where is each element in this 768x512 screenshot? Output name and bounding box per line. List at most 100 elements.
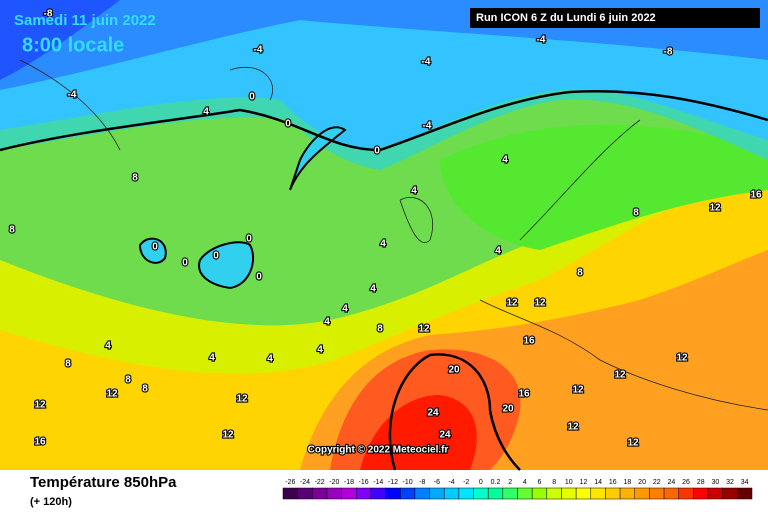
contour-label: 8 — [377, 324, 383, 335]
scale-swatch — [443, 487, 460, 500]
contour-label: 16 — [750, 190, 762, 201]
scale-swatch — [663, 487, 679, 500]
twenty-contour — [388, 353, 521, 471]
contour-label: 24 — [439, 430, 451, 441]
contour-label: 4 — [317, 345, 323, 356]
map: -8 -4 -4 -4 -8 -4 0 4 0 -4 0 8 4 4 8 0 0 0 0 0 4 4 8 4 4 4 8 12 12 12… — [0, 0, 768, 471]
footer-title: Température 850hPa — [30, 474, 177, 491]
contour-label: 12 — [567, 422, 579, 433]
hot-field — [360, 395, 477, 470]
contour-label: 8 — [9, 225, 15, 236]
contour-label: 0 — [182, 258, 188, 269]
contour-label: 20 — [448, 365, 460, 376]
coastline — [19, 59, 768, 411]
contour-label: 4 — [267, 354, 273, 365]
contour-label: 16 — [34, 437, 46, 448]
contour-label: -4 — [537, 35, 546, 46]
scale-swatch — [502, 487, 518, 500]
scale-swatch — [546, 487, 562, 500]
scale-swatch — [341, 487, 357, 500]
scale-label: -16 — [359, 479, 369, 486]
scale-label: -20 — [329, 479, 339, 486]
scale-label: 8 — [552, 479, 556, 486]
contour-label: 12 — [709, 203, 721, 214]
scale-label: -8 — [419, 479, 425, 486]
contour-label: 0 — [213, 251, 219, 262]
color-scale: -26 -24 -22 -20 -18 -16 -14 -12 -10 -8 -6 -4 -2 0 0.2 2… — [282, 479, 753, 500]
scale-swatch — [722, 487, 738, 500]
contour-label: 12 — [534, 298, 546, 309]
scale-swatch — [575, 487, 592, 500]
scale-label: 6 — [538, 479, 542, 486]
scale-swatch — [678, 487, 694, 500]
cold-pool — [138, 237, 255, 290]
scale-label: 28 — [697, 479, 705, 486]
scale-label: 0.2 — [491, 479, 501, 486]
scale-label: 2 — [508, 479, 512, 486]
scale-label: 18 — [624, 479, 632, 486]
scale-swatch — [487, 487, 504, 500]
contour-label: -8 — [44, 9, 53, 20]
contour-label: 0 — [249, 92, 255, 103]
contour-label: 4 — [105, 341, 111, 352]
copyright: Copyright © 2022 Meteociel.fr — [308, 445, 449, 456]
contour-label: 16 — [523, 336, 535, 347]
contour-label: 8 — [65, 359, 71, 370]
scale-label: 0 — [479, 479, 483, 486]
contour-label: -4 — [423, 121, 432, 132]
scale-swatch — [458, 487, 474, 500]
contour-label: 0 — [152, 242, 158, 253]
zero-contour — [0, 89, 768, 152]
contour-label: 8 — [132, 173, 138, 184]
contour-label: 8 — [577, 268, 583, 279]
contour-label: 0 — [285, 119, 291, 130]
scale-swatch — [693, 487, 709, 500]
time: 8:00 locale — [22, 34, 124, 56]
scale-swatch — [312, 487, 328, 500]
contour-label: 24 — [427, 408, 439, 419]
scale-label: 20 — [638, 479, 646, 486]
contour-label: 12 — [676, 353, 688, 364]
contour-label: 4 — [495, 246, 501, 257]
contour-label: 0 — [256, 272, 262, 283]
scale-swatch — [517, 487, 533, 500]
scale-label: -10 — [403, 479, 413, 486]
contour-label: 4 — [411, 186, 417, 197]
scale-swatch — [561, 487, 577, 500]
scale-swatch — [605, 487, 621, 500]
scale-label: 24 — [667, 479, 675, 486]
scale-swatch — [356, 487, 372, 500]
scale-swatch — [590, 487, 606, 500]
contour-label: 12 — [506, 298, 518, 309]
contour-label: 12 — [106, 389, 118, 400]
scale-label: 12 — [580, 479, 588, 486]
scale-label: -24 — [300, 479, 310, 486]
contour-label: 20 — [502, 404, 514, 415]
contour-label: 0 — [246, 234, 252, 245]
scale-swatch — [385, 487, 401, 500]
cold-pool — [289, 126, 347, 191]
contour-label: 12 — [236, 394, 248, 405]
contour-label: 12 — [222, 430, 234, 441]
contour-label: -8 — [664, 47, 673, 58]
scale-swatch — [414, 487, 430, 500]
scale-label: -26 — [285, 479, 295, 486]
run-info: Run ICON 6 Z du Lundi 6 juin 2022 — [476, 12, 656, 24]
date: Samedi 11 juin 2022 — [14, 12, 156, 29]
scale-swatch — [737, 487, 753, 500]
scale-label: 10 — [565, 479, 573, 486]
scale-label: 30 — [711, 479, 719, 486]
contour-label: 8 — [125, 375, 131, 386]
contour-label: 4 — [380, 239, 386, 250]
contour-label: -4 — [254, 45, 263, 56]
scale-swatch — [649, 487, 665, 500]
scale-label: 34 — [741, 479, 749, 486]
scale-label: -14 — [373, 479, 383, 486]
contour-label: 4 — [203, 107, 209, 118]
run-box — [470, 8, 760, 28]
scale-swatch — [370, 487, 386, 500]
cold-field — [0, 0, 120, 80]
contour-label: 4 — [209, 353, 215, 364]
scale-swatch — [282, 487, 298, 500]
